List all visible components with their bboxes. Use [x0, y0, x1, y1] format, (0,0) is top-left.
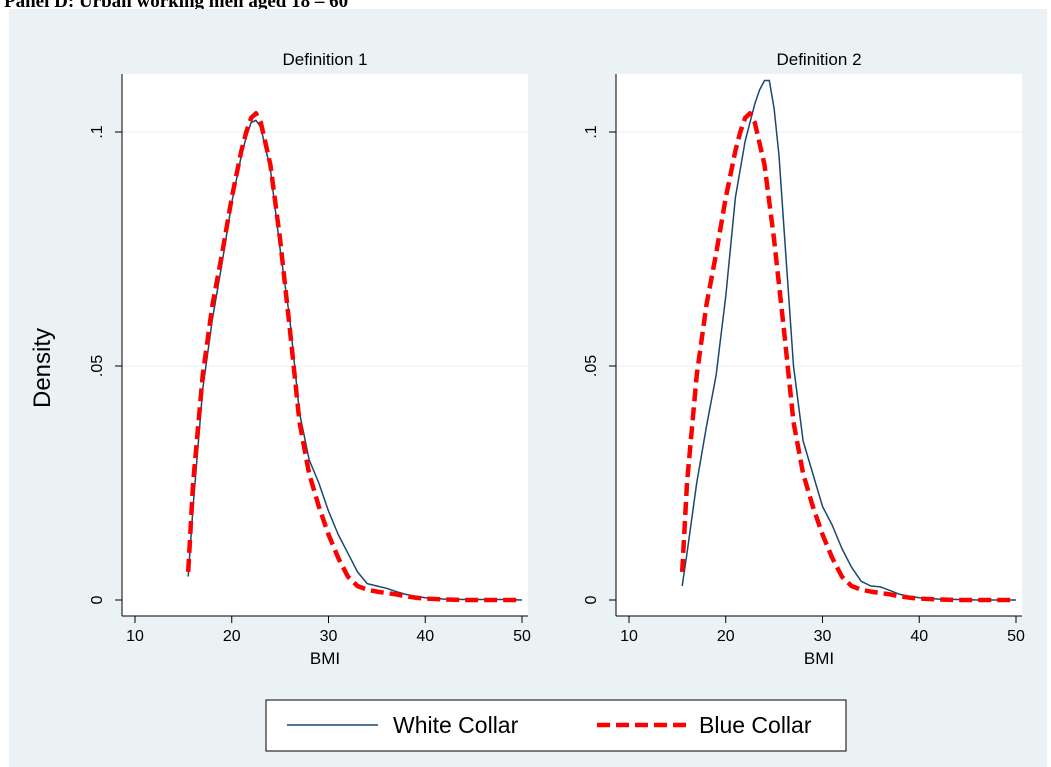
series-blue-collar-definition-1 [185, 111, 522, 603]
y-tick-label-definition-1: .1 [89, 125, 106, 138]
plot-area-definition-1 [122, 74, 528, 616]
y-tick-label-definition-1: .05 [89, 355, 106, 377]
x-tick-label-definition-2: 40 [910, 628, 928, 645]
panel-title-definition-1: Definition 1 [282, 50, 367, 69]
x-tick-label-definition-1: 30 [320, 628, 338, 645]
legend-white-collar-label: White Collar [393, 712, 519, 738]
panel-definition-1: Definition 1 0 .05 .1 10 20 30 40 50 BMI [89, 50, 531, 668]
y-tick-label-definition-1: 0 [89, 595, 106, 604]
x-tick-label-definition-1: 50 [513, 628, 531, 645]
legend: White Collar Blue Collar [265, 699, 847, 752]
series-blue-collar-definition-2 [679, 111, 1016, 603]
y-tick-label-definition-2: .1 [583, 125, 600, 138]
x-tick-label-definition-1: 40 [416, 628, 434, 645]
x-tick-label-definition-1: 20 [223, 628, 241, 645]
panel-title-definition-2: Definition 2 [776, 50, 861, 69]
y-tick-label-definition-2: .05 [583, 355, 600, 377]
x-axis-title-definition-2: BMI [804, 649, 834, 668]
plot-area-definition-2 [616, 74, 1022, 616]
x-tick-label-definition-2: 20 [717, 628, 735, 645]
legend-blue-collar-label: Blue Collar [699, 712, 812, 738]
panel-definition-2: Definition 2 0 .05 .1 10 20 30 40 50 BMI [583, 50, 1025, 668]
x-tick-label-definition-2: 50 [1007, 628, 1025, 645]
y-axis-title: Density [29, 328, 56, 408]
x-tick-label-definition-2: 30 [814, 628, 832, 645]
x-axis-title-definition-1: BMI [310, 649, 340, 668]
x-tick-label-definition-2: 10 [620, 628, 638, 645]
y-tick-label-definition-2: 0 [583, 595, 600, 604]
x-tick-label-definition-1: 10 [126, 628, 144, 645]
